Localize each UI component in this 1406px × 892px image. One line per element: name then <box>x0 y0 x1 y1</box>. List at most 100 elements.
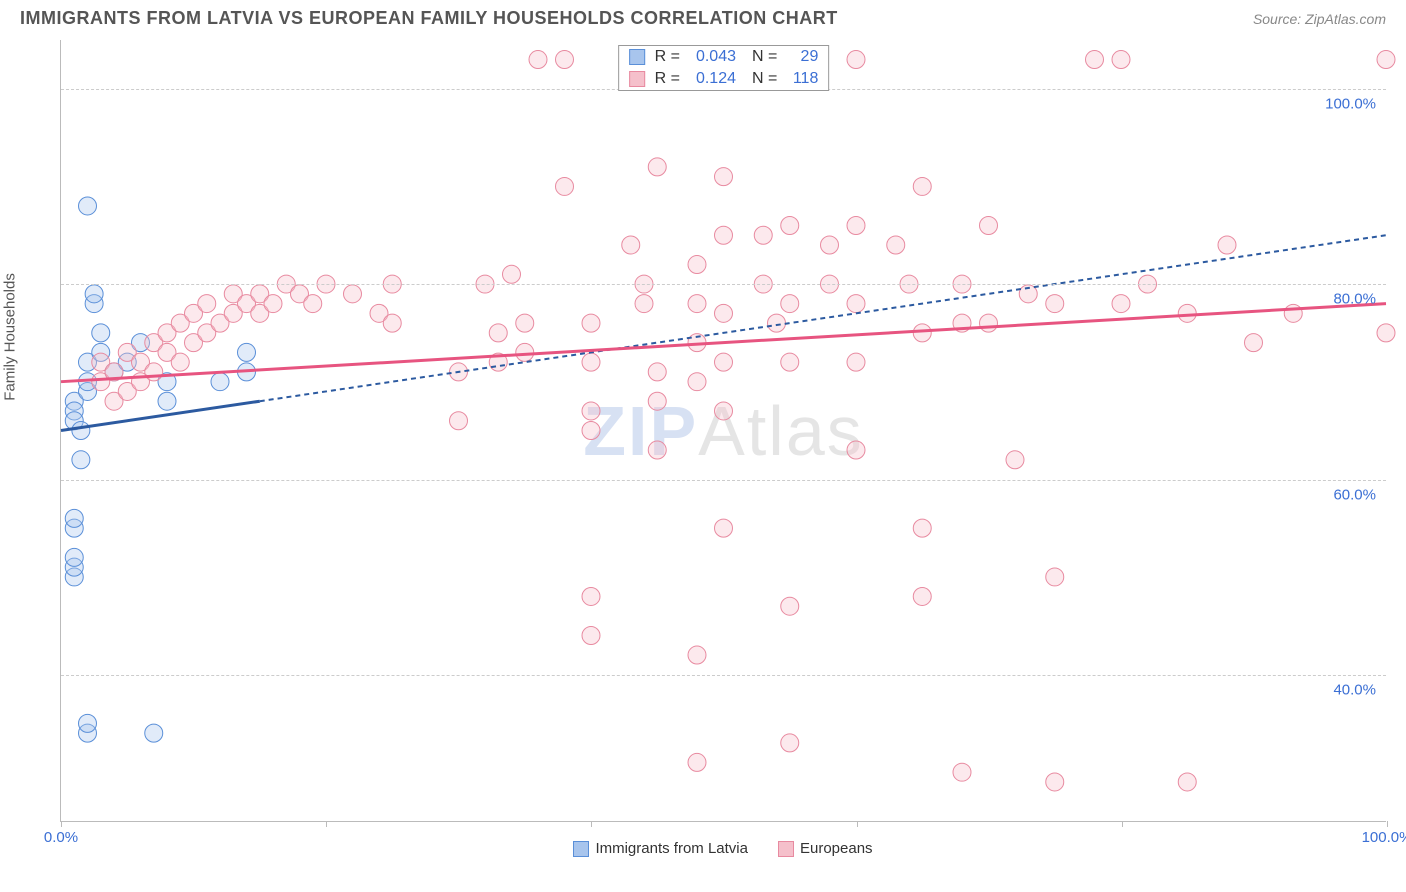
scatter-point <box>980 216 998 234</box>
legend-swatch <box>629 49 645 65</box>
series-legend-item: Immigrants from Latvia <box>573 840 748 857</box>
scatter-point <box>847 441 865 459</box>
legend-n-label: N = <box>752 70 777 88</box>
correlation-legend: R = 0.043 N = 29 R = 0.124 N = 118 <box>618 45 830 91</box>
scatter-point <box>953 763 971 781</box>
scatter-point <box>847 51 865 69</box>
scatter-point <box>1245 334 1263 352</box>
correlation-legend-row: R = 0.124 N = 118 <box>619 68 829 90</box>
x-tick <box>591 821 592 827</box>
legend-n-label: N = <box>752 48 777 66</box>
series-legend: Immigrants from Latvia Europeans <box>60 840 1386 857</box>
scatter-point <box>145 724 163 742</box>
scatter-point <box>1046 773 1064 791</box>
scatter-point <box>79 714 97 732</box>
scatter-point <box>65 509 83 527</box>
scatter-point <box>715 519 733 537</box>
scatter-point <box>582 627 600 645</box>
scatter-point <box>516 343 534 361</box>
y-tick-label: 100.0% <box>1325 95 1376 112</box>
scatter-point <box>264 295 282 313</box>
scatter-point <box>1218 236 1236 254</box>
gridline <box>61 675 1386 676</box>
scatter-point <box>450 412 468 430</box>
scatter-point <box>635 295 653 313</box>
legend-r-value: 0.043 <box>686 48 736 66</box>
x-tick <box>61 821 62 827</box>
legend-swatch <box>629 71 645 87</box>
scatter-point <box>158 392 176 410</box>
scatter-point <box>1284 304 1302 322</box>
scatter-point <box>1112 295 1130 313</box>
x-tick <box>326 821 327 827</box>
scatter-point <box>1006 451 1024 469</box>
legend-r-label: R = <box>655 48 680 66</box>
scatter-point <box>1377 324 1395 342</box>
y-tick-label: 60.0% <box>1333 486 1376 503</box>
scatter-point <box>1046 568 1064 586</box>
scatter-point <box>781 295 799 313</box>
scatter-point <box>582 587 600 605</box>
scatter-point <box>887 236 905 254</box>
scatter-point <box>688 646 706 664</box>
scatter-point <box>781 353 799 371</box>
scatter-point <box>688 295 706 313</box>
scatter-point <box>847 295 865 313</box>
scatter-point <box>980 314 998 332</box>
scatter-point <box>85 285 103 303</box>
scatter-point <box>72 422 90 440</box>
scatter-point <box>768 314 786 332</box>
gridline <box>61 480 1386 481</box>
scatter-point <box>715 226 733 244</box>
scatter-point <box>847 353 865 371</box>
chart-container: Family Households ZIPAtlas R = 0.043 N =… <box>20 40 1386 872</box>
scatter-point <box>648 441 666 459</box>
scatter-point <box>489 324 507 342</box>
scatter-point <box>913 519 931 537</box>
trend-line-dashed <box>260 235 1386 401</box>
scatter-point <box>781 216 799 234</box>
scatter-point <box>145 363 163 381</box>
x-tick <box>1122 821 1123 827</box>
plot-area: ZIPAtlas R = 0.043 N = 29 R = 0.124 N = … <box>60 40 1386 822</box>
series-legend-label: Immigrants from Latvia <box>595 840 748 857</box>
scatter-point <box>529 51 547 69</box>
series-legend-label: Europeans <box>800 840 873 857</box>
scatter-svg <box>61 40 1386 821</box>
scatter-point <box>1112 51 1130 69</box>
scatter-point <box>72 451 90 469</box>
legend-r-value: 0.124 <box>686 70 736 88</box>
scatter-point <box>913 177 931 195</box>
scatter-point <box>383 314 401 332</box>
legend-n-value: 29 <box>783 48 818 66</box>
scatter-point <box>715 304 733 322</box>
scatter-point <box>1046 295 1064 313</box>
x-tick <box>857 821 858 827</box>
scatter-point <box>648 363 666 381</box>
scatter-point <box>715 353 733 371</box>
scatter-point <box>847 216 865 234</box>
page-title: IMMIGRANTS FROM LATVIA VS EUROPEAN FAMIL… <box>20 8 838 29</box>
scatter-point <box>211 373 229 391</box>
scatter-point <box>622 236 640 254</box>
scatter-point <box>754 226 772 244</box>
y-tick-label: 80.0% <box>1333 291 1376 308</box>
legend-n-value: 118 <box>783 70 818 88</box>
legend-r-label: R = <box>655 70 680 88</box>
scatter-point <box>65 548 83 566</box>
scatter-point <box>781 597 799 615</box>
gridline <box>61 284 1386 285</box>
scatter-point <box>238 343 256 361</box>
scatter-point <box>582 422 600 440</box>
scatter-point <box>821 236 839 254</box>
scatter-point <box>688 753 706 771</box>
scatter-point <box>344 285 362 303</box>
legend-swatch <box>778 841 794 857</box>
y-axis-label: Family Households <box>2 273 19 401</box>
scatter-point <box>582 314 600 332</box>
scatter-point <box>92 324 110 342</box>
legend-swatch <box>573 841 589 857</box>
scatter-point <box>688 373 706 391</box>
scatter-point <box>715 402 733 420</box>
scatter-point <box>582 353 600 371</box>
